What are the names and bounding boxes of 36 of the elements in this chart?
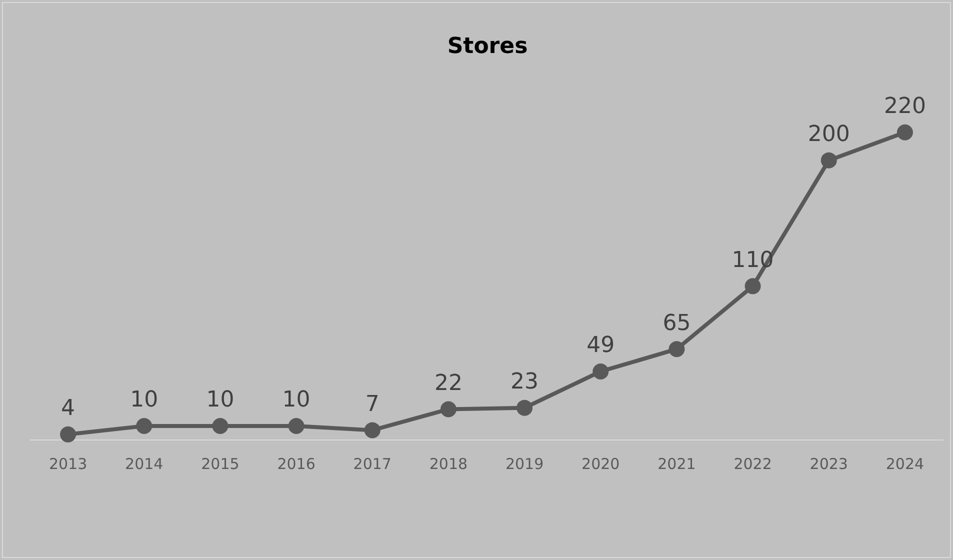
x-tick-label: 2019 [505, 454, 544, 473]
x-tick-label: 2018 [429, 454, 468, 473]
chart-title: Stores [447, 34, 528, 59]
point [288, 418, 304, 434]
point [820, 152, 837, 168]
x-tick-label: 2022 [734, 454, 772, 473]
x-tick-label: 2021 [658, 454, 696, 473]
point [364, 422, 380, 438]
data-label: 10 [282, 388, 310, 413]
point [212, 418, 228, 434]
point [60, 426, 76, 442]
x-tick-label: 2014 [125, 454, 164, 473]
x-tick-label: 2020 [582, 454, 620, 473]
data-label: 23 [510, 370, 539, 395]
data-label: 49 [586, 333, 615, 358]
data-label: 22 [434, 370, 462, 396]
point [440, 401, 456, 418]
point [668, 341, 685, 358]
data-label: 200 [808, 122, 850, 148]
x-tick-label: 2016 [277, 454, 316, 473]
x-tick-label: 2013 [48, 454, 88, 473]
point [744, 278, 761, 294]
point [136, 418, 152, 434]
data-label: 65 [662, 310, 691, 336]
data-label: 7 [365, 392, 380, 417]
data-label: 10 [206, 388, 234, 413]
x-tick-label: 2023 [810, 454, 848, 473]
x-tick-label: 2017 [353, 454, 392, 473]
data-label: 220 [884, 94, 926, 120]
data-label: 10 [130, 388, 158, 413]
point [592, 363, 609, 380]
point [896, 124, 913, 140]
x-tick-label: 2015 [201, 454, 240, 473]
point [516, 400, 533, 416]
x-tick-label: 2024 [886, 454, 924, 473]
data-label: 4 [61, 396, 76, 422]
